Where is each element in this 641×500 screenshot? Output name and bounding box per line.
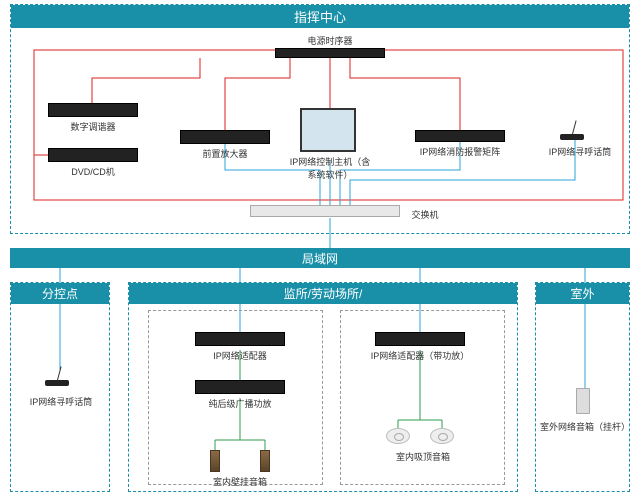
outdoor-section: 室外: [535, 282, 630, 492]
adapter1-label: IP网络适配器: [205, 349, 275, 362]
switch-device: [250, 205, 400, 217]
outdoor-speaker-device: [576, 388, 590, 414]
power-sequencer-label: 电源时序器: [295, 34, 365, 47]
wall-speaker-2: [260, 450, 270, 472]
host-label: IP网络控制主机（含系统软件）: [288, 155, 372, 181]
sub-mic-device: [45, 380, 69, 386]
ceiling-speaker-2: [430, 428, 454, 444]
command-center-title: 指挥中心: [11, 5, 629, 28]
dvd-label: DVD/CD机: [58, 165, 128, 178]
backstage-amp-device: [195, 380, 285, 394]
tuner-device: [48, 103, 138, 117]
prison-title: 监所/劳动场所/: [129, 283, 517, 304]
adapter2-label: IP网络适配器（带功放）: [360, 349, 480, 362]
host-device: [300, 108, 356, 152]
wall-speaker-1: [210, 450, 220, 472]
sub-mic-label: IP网络寻呼话筒: [24, 395, 98, 408]
ceiling-speaker-label: 室内吸顶音箱: [388, 450, 458, 463]
main-mic-device: [560, 134, 584, 140]
main-mic-label: IP网络寻呼话筒: [540, 145, 620, 158]
alarm-label: IP网络消防报警矩阵: [415, 145, 505, 158]
tuner-label: 数字调谐器: [58, 120, 128, 133]
dvd-device: [48, 148, 138, 162]
switch-label: 交换机: [405, 208, 445, 221]
preamp-label: 前置放大器: [190, 147, 260, 160]
sub-control-title: 分控点: [11, 283, 109, 304]
adapter2-device: [375, 332, 465, 346]
power-sequencer-device: [275, 48, 385, 58]
alarm-device: [415, 130, 505, 142]
sub-control-section: 分控点: [10, 282, 110, 492]
ceiling-speaker-1: [386, 428, 410, 444]
lan-section: 局域网: [10, 248, 630, 268]
backstage-amp-label: 纯后级广播功放: [200, 397, 280, 410]
outdoor-title: 室外: [536, 283, 629, 304]
outdoor-speaker-label: 室外网络音箱（挂杆）: [540, 420, 630, 433]
wall-speaker-label: 室内壁挂音箱: [205, 475, 275, 488]
lan-title: 局域网: [11, 249, 629, 268]
preamp-device: [180, 130, 270, 144]
adapter1-device: [195, 332, 285, 346]
